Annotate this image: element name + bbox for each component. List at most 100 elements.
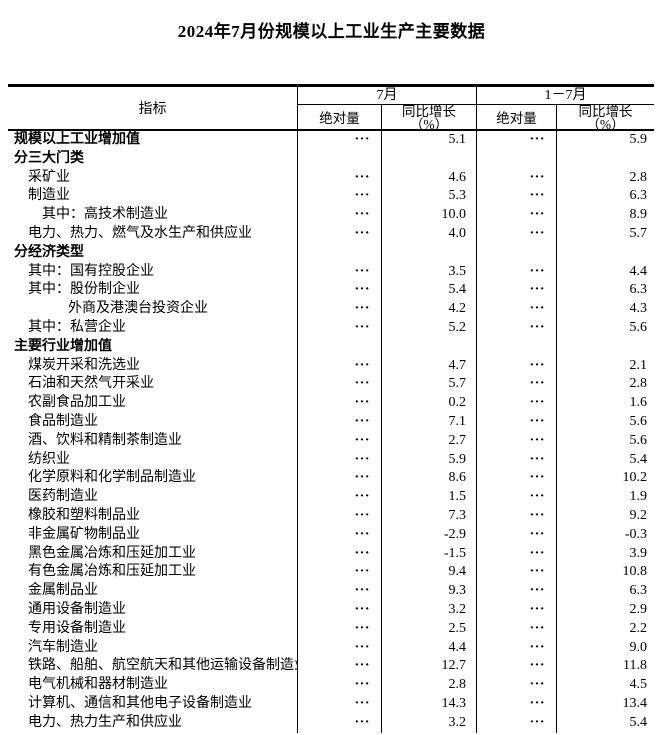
- row-label: 规模以上工业增加值: [8, 131, 298, 150]
- cum-absolute-value: ···: [477, 394, 557, 413]
- table-row: 主要行业增加值: [8, 337, 654, 357]
- jul-absolute-value: ···: [298, 657, 382, 677]
- jul-yoy-value: 4.6: [382, 168, 477, 188]
- jul-absolute-value: [298, 243, 382, 263]
- cum-yoy-value: 3.9: [629, 545, 648, 561]
- row-label: 其中：高技术制造业: [8, 206, 298, 225]
- table-row: 计算机、通信和其他电子设备制造业 ··· 14.3 ··· 13.4: [8, 694, 654, 714]
- jul-absolute-value: ···: [298, 450, 382, 470]
- row-label: 计算机、通信和其他电子设备制造业: [8, 694, 298, 714]
- table-row: 煤炭开采和洗选业 ··· 4.7 ··· 2.1: [8, 356, 654, 376]
- jul-absolute-value: ···: [298, 224, 382, 244]
- cum-yoy-value: 1.6: [629, 395, 648, 411]
- cum-yoy-value: 5.4: [629, 714, 648, 730]
- cum-yoy-value: [557, 244, 654, 263]
- jul-yoy-value: 7.1: [382, 412, 477, 432]
- cum-absolute-value: ···: [477, 657, 557, 677]
- row-label: 铁路、船舶、航空航天和其他运输设备制造业: [8, 657, 298, 677]
- cum-yoy-value: 5.6: [629, 413, 648, 429]
- row-label: 黑色金属冶炼和压延加工业: [8, 544, 298, 564]
- row-label: 金属制品业: [8, 582, 298, 601]
- table-row: 纺织业 ··· 5.9 ··· 5.4: [8, 450, 654, 470]
- jul-yoy-value: [382, 337, 477, 357]
- jul-absolute-value: ···: [298, 713, 382, 733]
- cum-absolute-value: ···: [477, 281, 557, 301]
- cum-yoy-value: 2.8: [629, 169, 648, 185]
- cum-absolute-value: [477, 337, 557, 357]
- header-period-group: 7月 1－7月 绝对量 同比增长 （%） 绝对量 同比增长 （%）: [298, 87, 654, 131]
- jul-absolute-value: ···: [298, 206, 382, 225]
- jul-absolute-value: ···: [298, 638, 382, 658]
- cum-yoy-value: 6.3: [629, 583, 648, 599]
- table-row: 非金属矿物制品业 ··· -2.9 ··· -0.3: [8, 525, 654, 545]
- header-jan-jul: 1－7月: [544, 88, 587, 103]
- jul-yoy-value: 5.3: [382, 187, 477, 207]
- jul-yoy-value: 4.7: [382, 356, 477, 376]
- jul-absolute-value: ···: [298, 412, 382, 432]
- row-label: 其中：股份制企业: [8, 281, 298, 301]
- jul-yoy-value: -1.5: [382, 544, 477, 564]
- row-label: 食品制造业: [8, 412, 298, 432]
- cum-absolute-value: ···: [477, 318, 557, 338]
- jul-yoy-value: 2.7: [382, 431, 477, 451]
- cum-yoy-value: 6.3: [629, 188, 648, 204]
- cum-absolute-value: ···: [477, 300, 557, 319]
- jul-absolute-value: ···: [298, 375, 382, 395]
- jul-absolute-value: ···: [298, 694, 382, 714]
- cum-absolute-value: ···: [477, 262, 557, 282]
- table-row: 其中：高技术制造业 ··· 10.0 ··· 8.9: [8, 206, 654, 225]
- jul-yoy-value: 5.1: [382, 131, 477, 150]
- table-row: 其中：私营企业 ··· 5.2 ··· 5.6: [8, 318, 654, 338]
- cum-absolute-value: ···: [477, 375, 557, 395]
- jul-absolute-value: ···: [298, 525, 382, 545]
- table-row: 其中：国有控股企业 ··· 3.5 ··· 4.4: [8, 262, 654, 282]
- cum-absolute-value: ···: [477, 224, 557, 244]
- row-label: 外商及港澳台投资企业: [8, 300, 298, 319]
- jul-absolute-value: ···: [298, 676, 382, 695]
- table-row: 电力、热力生产和供应业 ··· 3.2 ··· 5.4: [8, 713, 654, 733]
- jul-yoy-value: -2.9: [382, 525, 477, 545]
- jul-yoy-value: 7.3: [382, 506, 477, 526]
- row-label: 电力、热力生产和供应业: [8, 713, 298, 733]
- row-label: 石油和天然气开采业: [8, 375, 298, 395]
- cum-yoy-value: 10.2: [622, 470, 648, 486]
- jul-yoy-value: 2.8: [382, 676, 477, 695]
- cum-absolute-value: ···: [477, 206, 557, 225]
- table-row: 通用设备制造业 ··· 3.2 ··· 2.9: [8, 600, 654, 620]
- table-row: 铁路、船舶、航空航天和其他运输设备制造业 ··· 12.7 ··· 11.8: [8, 657, 654, 677]
- row-label: 其中：私营企业: [8, 318, 298, 338]
- cum-yoy-value: 2.1: [629, 357, 648, 373]
- jul-yoy-value: 12.7: [382, 657, 477, 677]
- header-indicator: 指标: [8, 87, 298, 129]
- cum-absolute-value: ···: [477, 187, 557, 207]
- jul-yoy-value: 10.0: [382, 206, 477, 225]
- cum-absolute-value: ···: [477, 713, 557, 733]
- jul-absolute-value: ···: [298, 300, 382, 319]
- cum-yoy-value: 9.0: [629, 639, 648, 655]
- page-title: 2024年7月份规模以上工业生产主要数据: [177, 22, 486, 41]
- jul-absolute-value: ···: [298, 506, 382, 526]
- cum-absolute-value: [477, 149, 557, 169]
- jul-yoy-value: 3.2: [382, 713, 477, 733]
- cum-absolute-value: ···: [477, 450, 557, 470]
- table-row: 规模以上工业增加值 ··· 5.1 ··· 5.9: [8, 131, 654, 150]
- cum-yoy-value: [557, 338, 654, 357]
- jul-yoy-value: 5.7: [382, 375, 477, 395]
- jul-yoy-value: 4.4: [382, 638, 477, 658]
- cum-absolute-value: ···: [477, 619, 557, 639]
- header-july-absolute: 绝对量: [298, 105, 382, 131]
- jul-absolute-value: ···: [298, 544, 382, 564]
- jul-yoy-value: 9.4: [382, 563, 477, 583]
- jul-absolute-value: ···: [298, 582, 382, 601]
- table-row: 分经济类型: [8, 243, 654, 263]
- jul-yoy-value: [382, 243, 477, 263]
- cum-yoy-value: 4.4: [629, 263, 648, 279]
- cum-absolute-value: ···: [477, 563, 557, 583]
- row-label: 非金属矿物制品业: [8, 525, 298, 545]
- cum-yoy-value: 2.2: [629, 620, 648, 636]
- jul-absolute-value: ···: [298, 394, 382, 413]
- table-row: 石油和天然气开采业 ··· 5.7 ··· 2.8: [8, 375, 654, 395]
- header-july-yoy: 同比增长 （%）: [382, 105, 477, 131]
- header-july-yoy-line1: 同比增长: [402, 104, 456, 119]
- cum-absolute-value: ···: [477, 582, 557, 601]
